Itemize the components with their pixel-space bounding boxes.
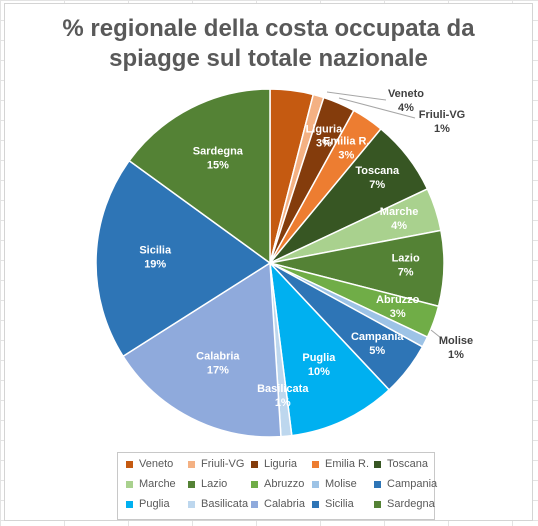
legend-item-toscana[interactable]: Toscana — [374, 456, 428, 472]
legend-label: Friuli-VG — [201, 458, 245, 470]
chart-title: % regionale della costa occupata da spia… — [5, 14, 532, 74]
chart-legend: Veneto Friuli-VG Liguria Emilia R. Toscana Ma… — [117, 452, 437, 520]
legend-item-calabria[interactable]: Calabria — [251, 496, 305, 512]
legend-item-emilia-r[interactable]: Emilia R. — [312, 456, 369, 472]
data-label-liguria: Liguria 3% — [306, 123, 344, 149]
data-label-sicilia: Sicilia 19% — [139, 244, 172, 270]
data-label-toscana: Toscana 7% — [355, 165, 400, 191]
legend-item-marche[interactable]: Marche — [126, 476, 176, 492]
legend-swatch — [374, 460, 381, 468]
legend-label: Puglia — [139, 498, 170, 510]
data-label-marche: Marche 4% — [380, 206, 419, 232]
data-label-campania: Campania 5% — [351, 331, 404, 357]
legend-item-friuli-vg[interactable]: Friuli-VG — [188, 456, 244, 472]
chart-area[interactable]: % regionale della costa occupata da spia… — [4, 3, 533, 521]
data-label-lazio: Lazio 7% — [392, 252, 420, 278]
legend-item-puglia[interactable]: Puglia — [126, 496, 170, 512]
legend-label: Marche — [139, 478, 176, 490]
legend-label: Calabria — [264, 498, 305, 510]
legend-item-veneto[interactable]: Veneto — [126, 456, 173, 472]
legend-swatch — [126, 480, 133, 488]
legend-label: Campania — [387, 478, 438, 490]
legend-swatch — [374, 500, 381, 508]
legend-swatch — [374, 480, 381, 488]
legend-item-molise[interactable]: Molise — [312, 476, 357, 492]
data-label-puglia: Puglia 10% — [302, 352, 336, 378]
legend-item-sicilia[interactable]: Sicilia — [312, 496, 354, 512]
legend-item-campania[interactable]: Campania — [374, 476, 437, 492]
legend-label: Liguria — [264, 458, 298, 470]
chart-title-line-2: spiagge sul totale nazionale — [109, 45, 428, 72]
legend-swatch — [312, 460, 319, 468]
legend-label: Molise — [325, 478, 357, 490]
legend-swatch — [188, 460, 195, 468]
legend-item-sardegna[interactable]: Sardegna — [374, 496, 435, 512]
legend-swatch — [251, 500, 258, 508]
legend-swatch — [251, 480, 258, 488]
legend-label: Toscana — [387, 458, 428, 470]
legend-swatch — [188, 480, 195, 488]
pie-chart: Veneto 4%Friuli-VG 1% Liguria 3%Emilia R. 3% T… — [95, 88, 473, 438]
chart-title-line-1: % regionale della costa occupata da — [62, 15, 475, 42]
data-label-basilicata: Basilicata 1% — [257, 383, 309, 409]
legend-swatch — [188, 500, 195, 508]
leader-line-molise — [430, 329, 442, 339]
leader-line-friuli-vg — [338, 97, 416, 119]
legend-swatch — [251, 460, 258, 468]
legend-label: Sicilia — [325, 498, 354, 510]
legend-label: Lazio — [201, 478, 228, 490]
legend-item-liguria[interactable]: Liguria — [251, 456, 297, 472]
leader-line-veneto — [326, 91, 387, 101]
legend-label: Basilicata — [201, 498, 249, 510]
pie-slice-sardegna[interactable] — [128, 88, 271, 265]
data-label-molise: Molise 1% — [439, 335, 473, 361]
legend-swatch — [126, 460, 133, 468]
data-label-veneto: Veneto 4% — [388, 88, 424, 114]
legend-item-basilicata[interactable]: Basilicata — [188, 496, 248, 512]
legend-label: Sardegna — [387, 498, 435, 510]
data-label-emilia-r: Emilia R. 3% — [323, 136, 369, 162]
legend-label: Veneto — [139, 458, 174, 470]
legend-label: Emilia R. — [325, 458, 370, 470]
pie-slice-puglia[interactable] — [268, 260, 391, 437]
legend-swatch — [312, 480, 319, 488]
data-label-friuli-vg: Friuli-VG 1% — [419, 109, 465, 135]
data-label-abruzzo: Abruzzo 3% — [376, 294, 420, 320]
legend-swatch — [312, 500, 319, 508]
legend-swatch — [126, 500, 133, 508]
pie-slice-calabria[interactable] — [122, 261, 282, 438]
data-label-sardegna: Sardegna 15% — [193, 146, 244, 172]
legend-label: Abruzzo — [264, 478, 305, 490]
legend-item-lazio[interactable]: Lazio — [188, 476, 227, 492]
data-label-calabria: Calabria 17% — [196, 350, 240, 376]
pie-slice-sicilia[interactable] — [95, 159, 272, 358]
legend-item-abruzzo[interactable]: Abruzzo — [251, 476, 304, 492]
